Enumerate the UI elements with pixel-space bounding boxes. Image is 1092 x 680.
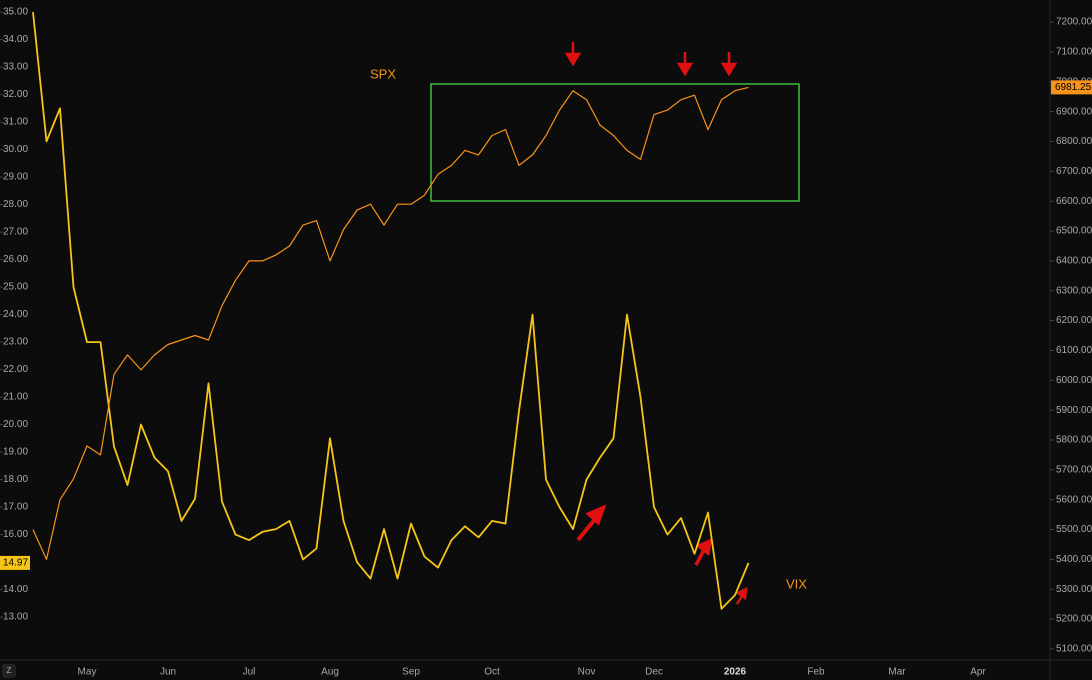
y2-tick-label: 6200.00 xyxy=(1056,315,1092,326)
x-tick-label: Sep xyxy=(402,667,420,678)
series-line xyxy=(32,86,749,560)
arrow-up xyxy=(694,538,713,566)
x-tick-label: Apr xyxy=(970,667,986,678)
y-tick-label: 35.00 xyxy=(3,7,28,18)
x-tick-label: Nov xyxy=(578,667,596,678)
y2-tick-label: 6800.00 xyxy=(1056,136,1092,147)
y-tick-label: 32.00 xyxy=(3,89,28,100)
y-tick-label: 13.00 xyxy=(3,612,28,623)
range-box xyxy=(430,83,800,202)
y-tick-label: 30.00 xyxy=(3,144,28,155)
y-tick-label: 29.00 xyxy=(3,172,28,183)
y-tick-label: 34.00 xyxy=(3,34,28,45)
y-tick-label: 21.00 xyxy=(3,392,28,403)
last-value-box xyxy=(1051,80,1092,95)
x-tick-label: May xyxy=(78,667,97,678)
x-tick-label: Jun xyxy=(160,667,176,678)
y-tick-label: 16.00 xyxy=(3,529,28,540)
arrow-down xyxy=(564,42,582,67)
y2-tick-label: 6700.00 xyxy=(1056,166,1092,177)
y-tick-label: 33.00 xyxy=(3,62,28,73)
x-tick-label: Oct xyxy=(484,667,500,678)
y2-tick-label: 6300.00 xyxy=(1056,285,1092,296)
y2-tick-label: 6500.00 xyxy=(1056,226,1092,237)
y2-tick-label: 5800.00 xyxy=(1056,435,1092,446)
y2-tick-label: 7200.00 xyxy=(1056,17,1092,28)
y2-tick-label: 5700.00 xyxy=(1056,464,1092,475)
y-tick-label: 14.00 xyxy=(3,584,28,595)
x-tick-label: Feb xyxy=(807,667,825,678)
series-label: VIX xyxy=(786,576,807,591)
arrow-up xyxy=(576,504,607,542)
y2-tick-label: 6100.00 xyxy=(1056,345,1092,356)
zoom-button[interactable] xyxy=(2,664,16,678)
x-tick-label: Mar xyxy=(888,667,906,678)
y-tick-label: 26.00 xyxy=(3,254,28,265)
y2-tick-label: 5100.00 xyxy=(1056,644,1092,655)
arrow-down xyxy=(676,52,694,77)
x-tick-label: Jul xyxy=(243,667,256,678)
y2-tick-label: 5300.00 xyxy=(1056,584,1092,595)
arrow-down xyxy=(720,52,738,77)
y-tick-label: 25.00 xyxy=(3,282,28,293)
zoom-button-label[interactable]: Z xyxy=(7,666,12,675)
last-value-label: 14.97 xyxy=(3,558,28,569)
arrow-up xyxy=(735,586,748,605)
y2-tick-label: 5400.00 xyxy=(1056,554,1092,565)
y-tick-label: 28.00 xyxy=(3,199,28,210)
x-tick-label: Aug xyxy=(321,667,339,678)
y-tick-label: 20.00 xyxy=(3,419,28,430)
arrows xyxy=(564,42,748,605)
series-label: SPX xyxy=(370,66,396,81)
x-tick-label: 2026 xyxy=(724,667,747,678)
y2-tick-label: 5900.00 xyxy=(1056,405,1092,416)
y-tick-label: 27.00 xyxy=(3,227,28,238)
y-tick-label: 23.00 xyxy=(3,337,28,348)
y2-tick-label: 6600.00 xyxy=(1056,196,1092,207)
last-value-label: 6981.25 xyxy=(1055,82,1092,93)
y-tick-label: 24.00 xyxy=(3,309,28,320)
last-value-box xyxy=(0,555,30,570)
y2-tick-label: 5600.00 xyxy=(1056,494,1092,505)
y-tick-label: 18.00 xyxy=(3,474,28,485)
y2-tick-label: 6000.00 xyxy=(1056,375,1092,386)
y2-tick-label: 5500.00 xyxy=(1056,524,1092,535)
y-tick-label: 17.00 xyxy=(3,502,28,513)
x-tick-label: Dec xyxy=(645,667,663,678)
y2-tick-label: 5200.00 xyxy=(1056,614,1092,625)
y-tick-label: 19.00 xyxy=(3,447,28,458)
y-tick-label: 31.00 xyxy=(3,117,28,128)
y2-tick-label: 6900.00 xyxy=(1056,106,1092,117)
series-line xyxy=(32,12,750,610)
y2-tick-label: 6400.00 xyxy=(1056,256,1092,267)
y2-tick-label: 7100.00 xyxy=(1056,47,1092,58)
y-tick-label: 22.00 xyxy=(3,364,28,375)
